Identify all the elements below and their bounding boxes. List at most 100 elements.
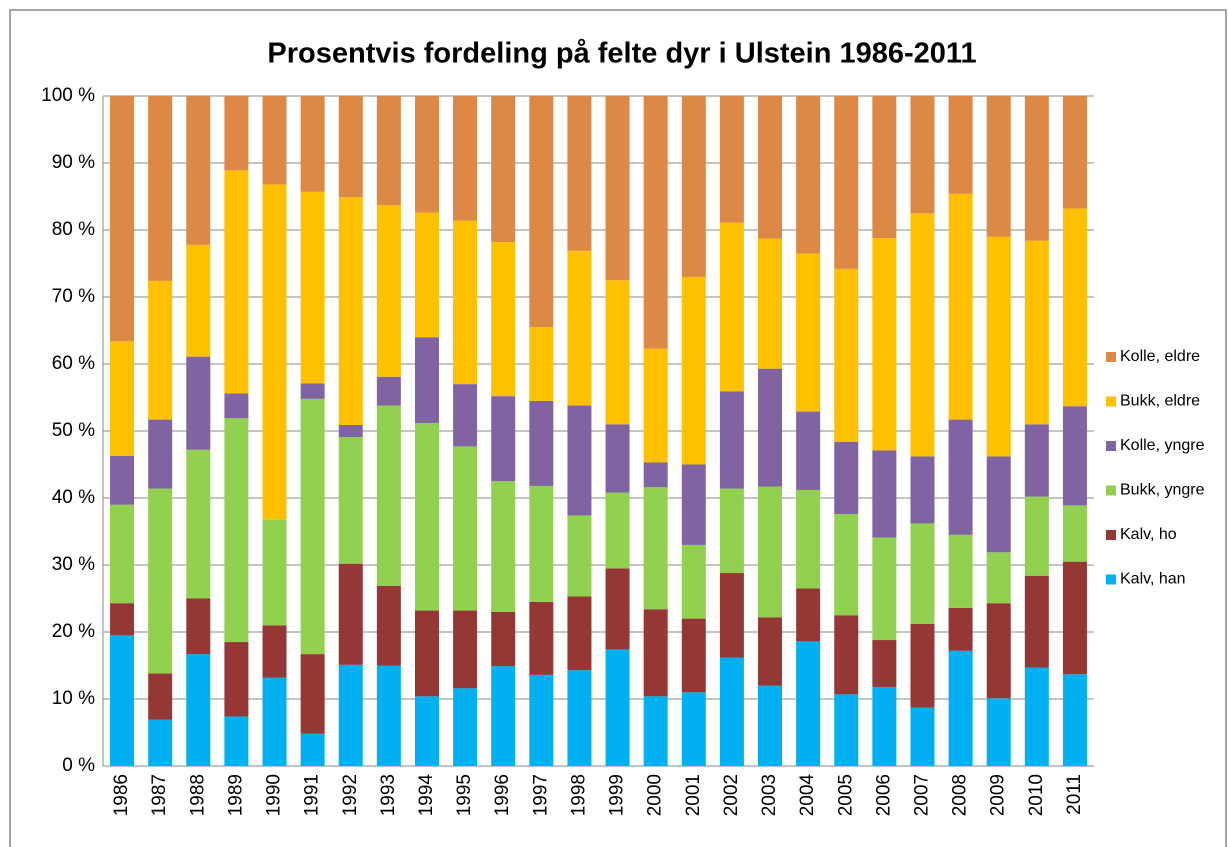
bar-segment [681, 96, 706, 277]
bar-segment [1024, 667, 1049, 766]
bar-segment [719, 573, 744, 658]
bar-segment [1062, 96, 1087, 209]
bar-segment [529, 400, 554, 486]
bar-segment [567, 515, 592, 597]
bar-segment [758, 685, 783, 766]
bar-segment [110, 341, 135, 456]
bar-segment [491, 481, 516, 612]
bar-segment [453, 446, 478, 611]
bar-segment [1024, 575, 1049, 668]
x-tick-label: 2002 [721, 774, 742, 816]
bar-segment [796, 489, 821, 589]
bar-segment [491, 611, 516, 667]
bar-segment [376, 405, 401, 586]
legend-label: Kalv, ho [1120, 526, 1177, 543]
bar-segment [186, 654, 211, 766]
bar-segment [224, 716, 249, 766]
bar-segment [910, 623, 935, 708]
bar-segment [719, 657, 744, 766]
bar-segment [834, 694, 859, 766]
bar-segment [986, 456, 1011, 553]
bar-segment [300, 191, 325, 384]
bar-segment [758, 368, 783, 487]
x-tick-label: 1992 [340, 774, 361, 816]
bar-segment [262, 96, 287, 185]
bar-segment [529, 601, 554, 675]
bar-segment [491, 96, 516, 243]
bar-segment [338, 664, 363, 766]
x-tick-label: 1990 [264, 774, 285, 816]
bar-segment [910, 213, 935, 457]
chart-title: Prosentvis fordeling på felte dyr i Ulst… [267, 38, 976, 70]
bar-segment [148, 488, 173, 674]
bar-segment [453, 610, 478, 689]
bar-segment [834, 514, 859, 616]
x-tick-label: 2004 [797, 774, 818, 817]
bar-segment [834, 615, 859, 695]
bar-segment [110, 603, 135, 636]
bar-segment [719, 222, 744, 392]
bar-segment [110, 635, 135, 766]
legend-swatch [1106, 574, 1116, 585]
bar-segment [414, 212, 439, 338]
x-tick-label: 1998 [568, 774, 589, 816]
x-tick-label: 1996 [492, 774, 513, 816]
bar-segment [719, 96, 744, 223]
bar-segment [414, 96, 439, 213]
bar-segment [796, 588, 821, 642]
bar-segment [719, 391, 744, 489]
bar-segment [338, 197, 363, 425]
legend-label: Kolle, eldre [1120, 348, 1200, 365]
y-tick-label: 80 % [52, 219, 95, 240]
bar-segment [376, 376, 401, 406]
bar-segment [186, 449, 211, 599]
bar-segment [796, 253, 821, 412]
bar-segment [224, 418, 249, 643]
bar-segment [681, 464, 706, 545]
bar-segment [872, 450, 897, 538]
x-tick-label: 1988 [187, 774, 208, 816]
x-tick-label: 2003 [759, 774, 780, 816]
bar-segment [872, 96, 897, 239]
bar-segment [300, 654, 325, 734]
y-tick-label: 10 % [52, 688, 95, 709]
bar-segment [910, 523, 935, 624]
bar-segment [567, 250, 592, 406]
bar-segment [148, 96, 173, 281]
bar-segment [338, 563, 363, 665]
bar-segment [986, 552, 1011, 604]
bar-segment [186, 96, 211, 245]
y-tick-label: 50 % [52, 420, 95, 441]
bar-segment [148, 419, 173, 489]
bar-segment [414, 422, 439, 611]
bar-segment [605, 649, 630, 766]
bar-segment [1024, 96, 1049, 241]
bar-segment [1062, 505, 1087, 562]
bar-segment [605, 96, 630, 281]
bar-segment [986, 96, 1011, 237]
bar-segment [262, 184, 287, 520]
y-tick-label: 0 % [62, 755, 95, 776]
bar-segment [300, 733, 325, 766]
bar-segment [529, 327, 554, 401]
bar-segment [872, 686, 897, 766]
y-tick-label: 30 % [52, 554, 95, 575]
y-tick-label: 40 % [52, 487, 95, 508]
bar-segment [186, 356, 211, 450]
bar-segment [110, 504, 135, 604]
bar-segment [453, 96, 478, 221]
bar-segment [529, 96, 554, 328]
bar-segment [1062, 406, 1087, 506]
bar-segment [414, 696, 439, 766]
bar-segment [1024, 496, 1049, 576]
bar-segment [224, 96, 249, 171]
x-tick-label: 1986 [111, 774, 132, 816]
bar-segment [262, 625, 287, 678]
bar-segment [986, 603, 1011, 699]
bar-segment [605, 280, 630, 425]
bar-segment [986, 698, 1011, 766]
bar-segment [948, 534, 973, 608]
bar-segment [376, 585, 401, 666]
bar-segment [338, 424, 363, 438]
